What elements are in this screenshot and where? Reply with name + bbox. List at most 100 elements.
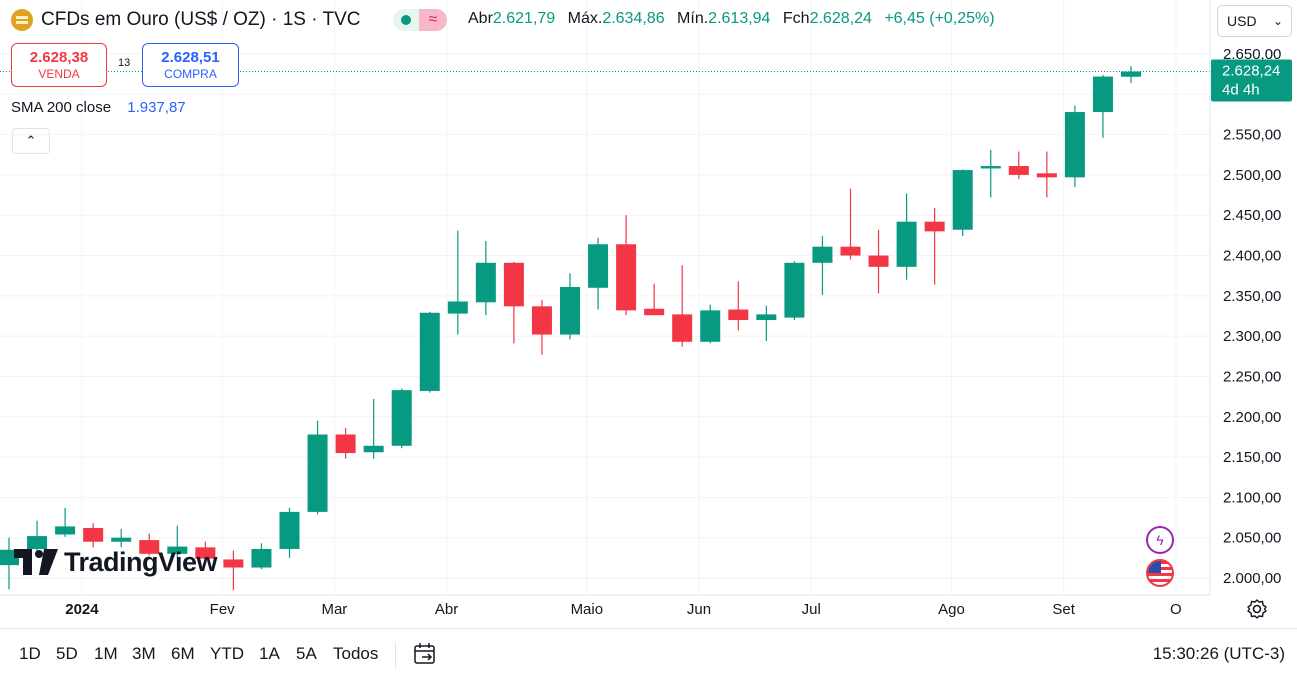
range-button-1a[interactable]: 1A (259, 644, 280, 663)
candle-body (531, 306, 552, 335)
candle-up (307, 420, 328, 515)
candle-body (588, 244, 609, 288)
x-tick-label: Fev (210, 601, 236, 618)
y-tick-label: 2.250,00 (1223, 368, 1281, 385)
candle-up (419, 311, 440, 393)
candle-down (840, 188, 861, 260)
x-tick-label: Jul (802, 601, 821, 618)
candle-up (111, 528, 132, 548)
candle-body (812, 246, 833, 263)
candle-down (503, 261, 524, 344)
buy-price: 2.628,51 (161, 49, 220, 66)
candle-body (391, 390, 412, 446)
candle-body (55, 526, 76, 535)
candle-body (896, 221, 917, 267)
time-axis[interactable]: 2024 Fev Mar Abr Maio Jun Jul Ago Set O (0, 594, 1210, 618)
candle-body (307, 434, 328, 512)
candle-down (195, 541, 216, 564)
range-button-5d[interactable]: 5D (56, 644, 78, 663)
range-button-1m[interactable]: 1M (94, 644, 118, 663)
y-tick-label: 2.300,00 (1223, 328, 1281, 345)
toolbar-divider (395, 642, 396, 668)
candle-body (83, 528, 104, 542)
currency-select[interactable]: USD ⌄ (1217, 5, 1292, 37)
candle-up (279, 507, 300, 558)
spread-value: 13 (118, 57, 131, 69)
delayed-data-icon: ≈ (419, 9, 447, 31)
candle-body (363, 445, 384, 453)
price-chart[interactable]: 2.000,00 2.050,00 2.100,00 2.150,00 2.200,00… (0, 0, 1297, 628)
candle-body (251, 548, 272, 568)
tradingview-logo[interactable]: TradingView (14, 545, 218, 579)
candle-body (700, 310, 721, 342)
x-tick-label: Mar (321, 601, 347, 618)
candle-down (139, 533, 160, 556)
candle-up (27, 520, 48, 554)
candle-body (868, 255, 889, 267)
bottom-toolbar: 1D 5D 1M 3M 6M YTD 1A 5A Todos 15:30:26 … (0, 628, 1297, 677)
ohlc-legend: Abr2.621,79 Máx.2.634,86 Mín.2.613,94 Fc… (468, 10, 1003, 28)
candle-body (111, 537, 132, 542)
chart-grid (0, 0, 1210, 595)
range-button-todos[interactable]: Todos (333, 644, 379, 663)
symbol-title[interactable]: CFDs em Ouro (US$ / OZ) · 1S · TVC (41, 9, 361, 30)
sell-price: 2.628,38 (29, 49, 89, 66)
range-button-3m[interactable]: 3M (132, 644, 156, 663)
close-label: Fch (782, 10, 810, 27)
range-button-1d[interactable]: 1D (19, 644, 41, 663)
open-label: Abr (468, 10, 493, 27)
candle-up (980, 149, 1001, 198)
logo-text: TradingView (64, 546, 218, 577)
market-open-dot-icon (401, 15, 411, 25)
buy-button[interactable]: 2.628,51 COMPRA (142, 43, 239, 87)
range-button-5a[interactable]: 5A (296, 644, 317, 663)
candle-body (503, 262, 524, 307)
last-price-tag: 2.628,24 4d 4h (1211, 59, 1292, 102)
candle-body (1092, 76, 1113, 113)
candle-up (700, 304, 721, 344)
candle-up (1121, 66, 1141, 84)
market-status-badge[interactable]: ≈ (393, 9, 447, 31)
y-tick-label: 2.100,00 (1223, 489, 1281, 506)
candle-body (335, 434, 356, 454)
indicator-legend[interactable]: SMA 200 close 1.937,87 (11, 99, 186, 116)
candle-down (644, 283, 665, 316)
settings-icon[interactable] (1246, 598, 1268, 620)
candle-down (868, 229, 889, 294)
range-button-6m[interactable]: 6M (171, 644, 195, 663)
collapse-legend-button[interactable]: ⌃ (12, 128, 50, 154)
candle-down (672, 265, 693, 347)
candle-body (756, 314, 777, 321)
lightning-icon[interactable]: ϟ (1146, 526, 1174, 554)
candle-up (1064, 105, 1085, 188)
candle-body (924, 221, 945, 232)
chevron-up-icon: ⌃ (25, 133, 37, 148)
sell-label: VENDA (38, 67, 80, 81)
go-to-date-icon[interactable] (412, 641, 438, 667)
candle-body (728, 309, 749, 321)
indicator-value: 1.937,87 (127, 99, 186, 116)
clock-timezone[interactable]: 15:30:26 (UTC-3) (1152, 644, 1285, 663)
range-button-ytd[interactable]: YTD (210, 644, 244, 663)
x-tick-label: Jun (687, 601, 711, 618)
last-price-value: 2.628,24 (1222, 63, 1280, 80)
us-flag-icon[interactable] (1146, 559, 1174, 587)
x-tick-label: Ago (938, 601, 965, 618)
candle-up (363, 399, 384, 459)
candle-body (1008, 166, 1029, 175)
candle-down (83, 523, 104, 548)
x-tick-label: Abr (435, 601, 458, 618)
candle-up (55, 507, 76, 537)
x-tick-label: 2024 (65, 601, 99, 618)
candle-up (251, 543, 272, 570)
candle-body (419, 312, 440, 391)
candle-body (980, 166, 1001, 169)
candle-down (924, 207, 945, 285)
candle-body (840, 246, 861, 256)
candle-up (391, 388, 412, 449)
y-tick-label: 2.150,00 (1223, 449, 1281, 466)
sell-button[interactable]: 2.628,38 VENDA (11, 43, 107, 87)
tradingview-logo-icon (14, 549, 58, 575)
candle-down (223, 550, 244, 591)
chevron-down-icon: ⌄ (1272, 14, 1283, 28)
